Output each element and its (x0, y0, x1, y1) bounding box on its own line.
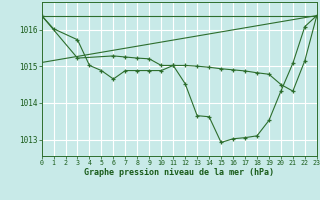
X-axis label: Graphe pression niveau de la mer (hPa): Graphe pression niveau de la mer (hPa) (84, 168, 274, 177)
